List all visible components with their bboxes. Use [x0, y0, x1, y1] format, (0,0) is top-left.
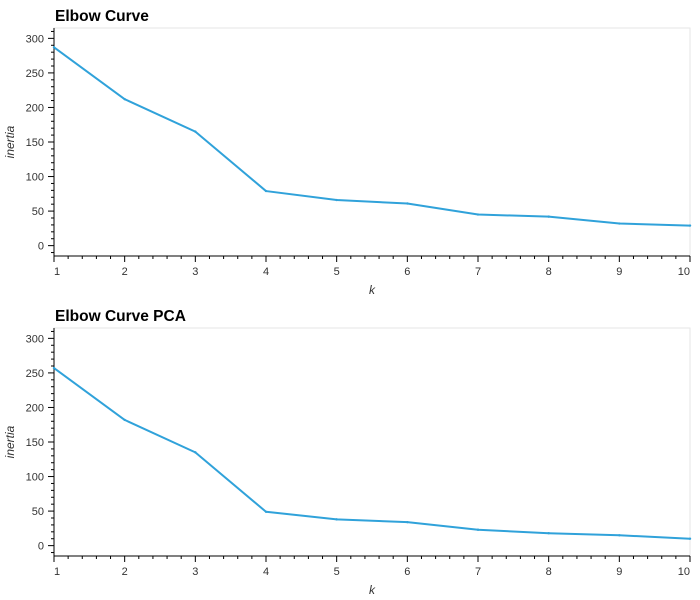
data-point [406, 520, 409, 524]
y-tick-label: 150 [26, 137, 44, 149]
y-tick-label: 100 [26, 472, 44, 484]
y-tick-label: 300 [26, 33, 44, 45]
data-point [476, 213, 480, 216]
elbow-curve-pca-svg: Elbow Curve PCA 0 50 100 150 200 250 300 1 2 3 4 5 6 7… [3, 308, 692, 597]
data-point [547, 215, 550, 218]
y-tick-label: 0 [38, 241, 44, 253]
elbow-curve-pca-chart: Elbow Curve PCA 0 50 100 150 200 250 300 1 2 3 4 5 6 7… [0, 300, 700, 600]
x-tick-label: 6 [404, 566, 410, 578]
data-point [52, 46, 56, 49]
x-tick-label: 1 [54, 566, 60, 578]
x-tick-label: 7 [475, 266, 481, 278]
data-point [335, 518, 338, 521]
y-tick-label: 250 [26, 368, 44, 380]
series-line [53, 367, 691, 540]
data-point [264, 189, 268, 193]
elbow-curve-svg: Elbow Curve 0 50 100 150 200 250 300 1 2 3 4 5 6 7 8 9 10… [3, 8, 692, 297]
data-point [194, 451, 197, 454]
x-tick-label: 7 [475, 566, 481, 578]
x-tick-label: 10 [678, 566, 690, 578]
y-axis-label: inertia [3, 125, 17, 158]
y-tick-label: 300 [26, 333, 44, 345]
data-point [618, 222, 621, 225]
x-tick-label: 8 [546, 566, 552, 578]
x-tick-label: 10 [678, 266, 690, 278]
y-tick-label: 100 [26, 172, 44, 184]
y-tick-label: 150 [26, 437, 44, 449]
data-point [123, 97, 126, 101]
y-tick-label: 50 [32, 506, 44, 518]
x-tick-label: 2 [122, 266, 128, 278]
chart-title: Elbow Curve [55, 8, 149, 25]
data-point [123, 418, 126, 422]
data-point [335, 198, 338, 202]
x-tick-label: 3 [192, 266, 198, 278]
y-tick-label: 0 [38, 541, 44, 553]
x-tick-label: 8 [546, 266, 552, 278]
data-point [52, 366, 56, 370]
y-tick-label: 50 [32, 206, 44, 218]
x-axis-label: k [369, 283, 376, 297]
x-tick-label: 4 [263, 566, 269, 578]
x-tick-label: 4 [263, 266, 269, 278]
x-tick-label: 3 [192, 566, 198, 578]
x-tick-label: 5 [334, 566, 340, 578]
x-tick-label: 2 [122, 566, 128, 578]
y-tick-label: 200 [26, 102, 44, 114]
y-tick-label: 200 [26, 402, 44, 414]
data-point [688, 224, 692, 227]
series-line [53, 46, 691, 227]
data-point [476, 528, 480, 531]
y-tick-label: 250 [26, 68, 44, 80]
plot-area [53, 327, 691, 557]
x-tick-label: 6 [404, 266, 410, 278]
data-point [264, 510, 268, 513]
x-tick-label: 9 [616, 266, 622, 278]
data-point [406, 202, 409, 205]
data-point [547, 532, 550, 535]
x-tick-label: 9 [616, 566, 622, 578]
elbow-curve-chart: Elbow Curve 0 50 100 150 200 250 300 1 2 3 4 5 6 7 8 9 10… [3, 8, 692, 297]
chart-title: Elbow Curve PCA [55, 308, 186, 325]
data-point [688, 537, 692, 540]
x-tick-label: 5 [334, 266, 340, 278]
x-axis-label: k [369, 583, 376, 597]
x-tick-label: 1 [54, 266, 60, 278]
data-point [618, 534, 621, 537]
data-point [194, 130, 197, 133]
y-axis-label: inertia [3, 425, 17, 458]
